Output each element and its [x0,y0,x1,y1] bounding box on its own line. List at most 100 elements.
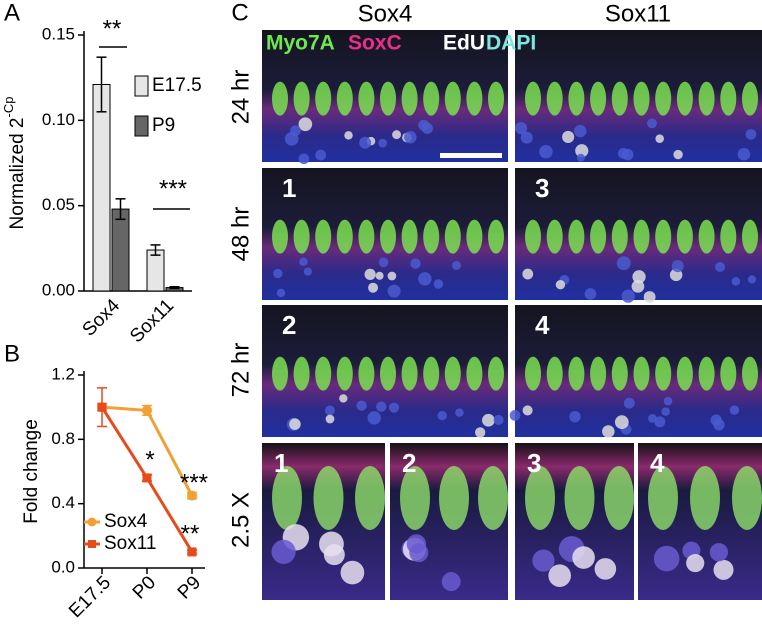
hair-cell [423,81,440,116]
nucleus [623,397,635,409]
hair-cell [525,356,541,391]
stain-label: Myo7A [266,32,335,55]
nucleus [713,559,734,580]
row-label: 72 hr [227,343,254,398]
hair-cell [423,356,440,391]
bar [92,83,111,292]
nucleus [584,288,597,300]
nucleus [364,268,376,280]
nucleus [643,291,656,303]
scale-bar [440,153,502,158]
y-tick-label: 0.05 [42,195,75,214]
row-label: 48 hr [227,207,254,262]
nucleus [647,118,657,129]
error-bar [169,285,180,290]
hair-cell [401,356,418,391]
hair-cell [633,81,650,116]
hair-cell [400,465,430,530]
nucleus [273,268,283,279]
legend-swatch [134,75,149,97]
micrograph [262,168,508,300]
hair-cell [568,219,585,254]
legend-label: E17.5 [152,75,202,96]
error-bar [115,198,126,221]
nucleus [671,260,684,273]
hair-cell [611,219,628,254]
hair-cell [315,81,332,116]
nucleus [737,147,751,161]
micrograph [515,443,634,600]
nucleus [375,271,384,280]
nucleus [569,410,581,423]
significance-label: *** [159,175,187,202]
stain-label: SoxC [348,32,402,55]
hair-cell [272,356,288,391]
legend-label: P9 [152,115,175,136]
nucleus [555,280,566,290]
hair-cell [590,356,607,391]
legend-marker [88,540,96,548]
hair-cell [742,356,758,391]
error-bar [96,56,107,113]
panel-label: C [231,0,248,26]
nucleus [661,407,670,416]
y-axis-label-superscript: -Cp [1,97,16,118]
x-tick-label: Sox4 [79,295,125,341]
nucleus [356,400,367,411]
nucleus [614,415,629,430]
nucleus [409,543,429,563]
hair-cell [444,356,461,391]
hair-cell [655,219,672,254]
nucleus [686,553,705,573]
hair-cell [732,465,762,530]
hair-cell [401,81,418,116]
point [97,402,107,412]
stain-label: DAPI [486,32,536,55]
nucleus [594,558,617,580]
hair-cell [525,465,555,530]
hair-cell [590,81,607,116]
hair-cell [720,356,737,391]
y-tick-label: 0.00 [42,280,75,299]
hair-cell [478,465,508,530]
x-tick-label: P0 [129,572,160,603]
hair-cell [380,356,396,391]
hair-cell [380,219,396,254]
nucleus [378,138,387,148]
nucleus [621,148,634,161]
nucleus [520,131,533,144]
nucleus [576,153,585,162]
nucleus [573,124,587,138]
y-tick-label: 0.10 [42,110,75,129]
nucleus [289,418,301,430]
y-axis-label-text: Fold change [21,419,42,524]
nucleus [654,416,666,428]
hair-cell [488,81,504,116]
hair-cell [525,81,541,116]
nucleus [631,280,645,293]
hair-cell [313,465,344,530]
nucleus [421,122,433,134]
hair-cell [358,356,375,391]
hair-cell [355,465,385,530]
hair-cell [272,465,302,530]
column-header: Sox4 [358,0,413,27]
nucleus [729,405,740,415]
hair-cell [564,465,595,530]
nucleus [437,410,447,421]
hair-cell [655,81,672,116]
nucleus [616,256,631,271]
nucleus [378,257,389,268]
hair-cell [444,81,461,116]
micrograph [262,30,508,165]
nucleus [522,268,534,280]
micrograph [262,305,508,438]
hair-cell [380,81,396,116]
nucleus [303,267,312,276]
hair-cell [633,356,650,391]
column-header: Sox11 [605,0,671,27]
micrograph [638,443,762,600]
micrograph [262,443,385,600]
panel-label: A [4,0,20,26]
hair-cell [568,356,585,391]
